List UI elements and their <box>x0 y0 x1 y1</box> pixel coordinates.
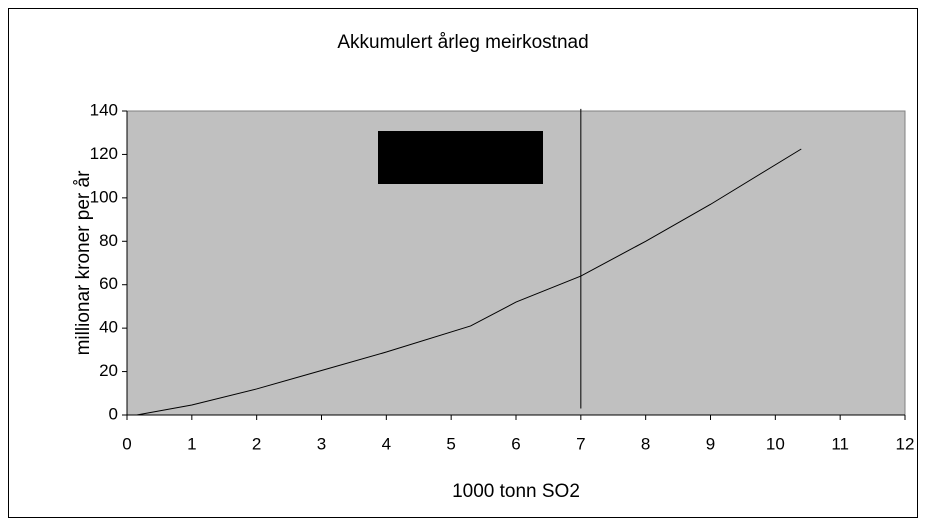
y-tick-label: 40 <box>99 318 118 337</box>
x-tick-label: 0 <box>122 434 131 453</box>
chart-title: Akkumulert årleg meirkostnad <box>337 32 588 53</box>
x-tick-label: 5 <box>446 434 455 453</box>
y-tick-label: 140 <box>90 100 118 119</box>
y-tick-label: 100 <box>90 187 118 206</box>
y-tick-label: 120 <box>90 144 118 163</box>
y-tick-label: 20 <box>99 361 118 380</box>
x-tick-label: 3 <box>317 434 326 453</box>
x-tick-label: 1 <box>187 434 196 453</box>
x-tick-label: 11 <box>831 434 849 453</box>
x-tick-label: 2 <box>252 434 261 453</box>
y-axis-title: millionar kroner per år <box>73 170 94 355</box>
x-tick-label: 9 <box>706 434 715 453</box>
y-tick-label: 60 <box>99 274 118 293</box>
y-tick-label: 0 <box>109 404 118 423</box>
x-tick-label: 6 <box>511 434 520 453</box>
x-tick-label: 10 <box>766 434 785 453</box>
x-axis-title: 1000 tonn SO2 <box>452 481 580 502</box>
x-tick-label: 7 <box>576 434 585 453</box>
redacted-box <box>378 131 543 184</box>
x-tick-label: 12 <box>896 434 915 453</box>
x-tick-label: 4 <box>382 434 391 453</box>
data-line <box>136 148 802 416</box>
x-tick-label: 8 <box>641 434 650 453</box>
y-tick-label: 80 <box>99 231 118 250</box>
